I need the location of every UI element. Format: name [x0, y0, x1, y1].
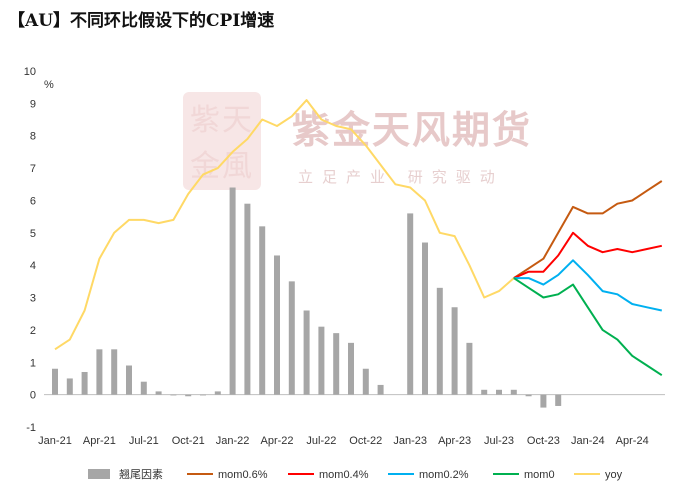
bar — [126, 365, 132, 395]
watermark-sub-text: 立足产业 研究驱动 — [298, 168, 504, 186]
line-series — [54, 99, 663, 377]
bar — [303, 310, 310, 395]
bar-series — [52, 187, 562, 408]
x-tick-label: Oct-23 — [527, 435, 560, 447]
bar — [348, 342, 354, 395]
bar — [274, 255, 280, 395]
series-line — [513, 231, 663, 280]
bar — [362, 368, 369, 395]
y-tick-label: 5 — [30, 228, 36, 240]
series-line — [54, 99, 515, 351]
bar — [111, 349, 118, 395]
bar — [155, 391, 162, 395]
bar — [481, 389, 488, 395]
legend-label: mom0 — [524, 469, 555, 481]
x-tick-label: Oct-21 — [172, 435, 205, 447]
watermark-seal — [183, 92, 261, 190]
series-line — [513, 259, 663, 312]
bar — [436, 287, 443, 395]
x-tick-label: Jan-23 — [393, 435, 427, 447]
bar — [466, 342, 473, 395]
watermark-main-text: 紫金天风期货 — [292, 108, 532, 152]
bar — [510, 389, 517, 395]
y-tick-label: 6 — [30, 195, 36, 207]
x-tick-label: Jul-23 — [484, 435, 514, 447]
bar — [140, 381, 147, 395]
bar — [288, 281, 295, 395]
x-tick-label: Apr-24 — [616, 435, 649, 447]
legend: 翘尾因素 mom0.6% mom0.4% mom0.2% mom0 yoy — [88, 468, 623, 481]
watermark-seal-char: 金 — [190, 149, 220, 184]
bar — [96, 349, 103, 395]
y-tick-label: 8 — [30, 131, 36, 143]
y-tick-label: 10 — [24, 66, 36, 78]
x-tick-label: Apr-23 — [438, 435, 471, 447]
y-tick-label: 4 — [30, 260, 36, 272]
x-tick-label: Jul-21 — [129, 435, 159, 447]
series-line — [513, 277, 663, 377]
bar — [66, 378, 73, 395]
legend-label: mom0.6% — [218, 469, 268, 481]
watermark: 紫 天 金 風 紫金天风期货 立足产业 研究驱动 — [183, 92, 532, 190]
y-tick-label: 9 — [30, 98, 36, 110]
y-tick-label: 2 — [30, 325, 36, 337]
legend-label: mom0.2% — [419, 469, 469, 481]
chart-title: 【AU】不同环比假设下的CPI增速 — [8, 11, 275, 31]
y-tick-label: 3 — [30, 293, 36, 305]
bar — [333, 333, 340, 395]
x-tick-label: Apr-21 — [83, 435, 116, 447]
y-tick-label: 0 — [30, 390, 36, 402]
bar — [229, 187, 236, 395]
legend-label: yoy — [605, 469, 623, 481]
bar — [555, 394, 562, 406]
x-axis-ticks: Jan-21 Apr-21 Jul-21 Oct-21 Jan-22 Apr-22 Jul-… — [38, 435, 649, 447]
watermark-seal-char: 風 — [222, 149, 252, 184]
bar — [214, 391, 221, 395]
y-axis-unit-label: % — [44, 79, 54, 91]
bar — [259, 226, 266, 395]
bar — [318, 326, 325, 395]
bar — [407, 213, 414, 395]
bar — [81, 371, 88, 395]
bar — [185, 394, 192, 397]
watermark-seal-char: 天 — [222, 103, 252, 138]
bar — [496, 389, 502, 395]
bar — [422, 242, 428, 395]
y-tick-label: 1 — [30, 357, 36, 369]
x-tick-label: Jul-22 — [306, 435, 336, 447]
y-tick-label: 7 — [30, 163, 36, 175]
bar — [377, 384, 384, 395]
bar — [52, 368, 58, 395]
legend-label: 翘尾因素 — [119, 468, 163, 481]
x-tick-label: Apr-22 — [260, 435, 293, 447]
y-axis-ticks: -1 0 1 2 3 4 5 6 7 8 9 10 — [24, 66, 36, 434]
series-line — [513, 180, 663, 279]
legend-label: mom0.4% — [319, 469, 369, 481]
legend-swatch — [88, 469, 110, 479]
bar — [451, 307, 458, 395]
bar — [525, 394, 532, 397]
x-tick-label: Jan-22 — [216, 435, 250, 447]
bar — [540, 394, 547, 408]
bar — [170, 394, 177, 396]
x-tick-label: Oct-22 — [349, 435, 382, 447]
bar — [200, 394, 206, 396]
watermark-seal-char: 紫 — [190, 103, 220, 138]
x-tick-label: Jan-21 — [38, 435, 72, 447]
x-tick-label: Jan-24 — [571, 435, 605, 447]
y-tick-label: -1 — [26, 422, 36, 434]
bar — [244, 203, 251, 395]
